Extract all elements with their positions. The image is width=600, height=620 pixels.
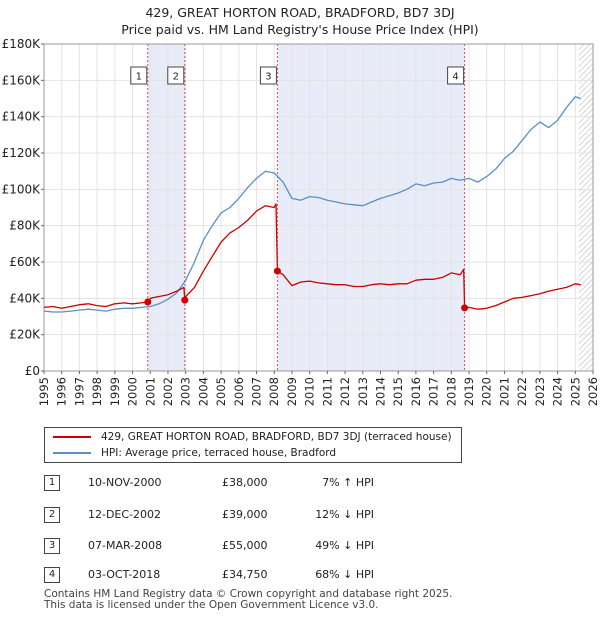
x-tick-label: 2009 [285,377,299,406]
transaction-number: 3 [44,538,60,554]
x-tick-label: 2016 [409,377,423,406]
x-tick-label: 2006 [232,377,246,406]
sale-label: 2 [173,72,179,83]
x-tick-label: 2014 [373,377,387,406]
series-line-hpi [43,96,581,313]
chart-legend: 429, GREAT HORTON ROAD, BRADFORD, BD7 3D… [44,427,462,463]
sale-label: 1 [136,72,142,83]
y-tick-label: £20K [9,328,41,342]
x-tick-label: 2020 [480,377,494,406]
x-tick-label: 2013 [356,377,370,406]
sale-label: 3 [265,72,271,83]
transaction-price: £55,000 [222,539,268,552]
x-tick-label: 2021 [497,377,511,406]
x-tick-label: 1998 [90,377,104,406]
plot-frame [43,43,594,372]
legend-label-hpi: HPI: Average price, terraced house, Brad… [101,447,337,459]
x-tick-label: 2019 [462,377,476,406]
chart-title: 429, GREAT HORTON ROAD, BRADFORD, BD7 3D… [145,5,455,20]
transaction-number: 4 [44,567,60,583]
transaction-number: 2 [44,507,60,523]
sale-label: 4 [452,72,458,83]
x-tick-label: 2023 [533,377,547,406]
x-tick-label: 2015 [391,377,405,406]
x-tick-label: 2012 [338,377,352,406]
sale-label-box [130,66,148,85]
x-tick-label: 2007 [250,377,264,406]
legend-swatch-hpi [53,452,91,454]
y-tick-label: £60K [9,255,41,269]
sale-label-box [167,66,185,85]
ownership-shade [147,44,185,371]
x-tick-label: 2002 [161,377,175,406]
chart-subtitle: Price paid vs. HM Land Registry's House … [121,22,479,37]
y-tick-label: £100K [2,182,42,196]
y-tick-label: £40K [9,291,41,305]
footer-licence: This data is licensed under the Open Gov… [44,599,379,611]
sale-point [181,296,189,304]
transaction-hpi: 12% ↓ HPI [315,508,374,521]
x-tick-label: 1997 [72,377,86,406]
transaction-date: 12-DEC-2002 [88,508,162,521]
x-tick-label: 2017 [427,377,441,406]
transaction-hpi: 7% ↑ HPI [322,476,374,489]
x-tick-label: 2000 [126,377,140,406]
x-tick-label: 2001 [143,377,157,406]
x-tick-label: 2008 [267,377,281,406]
transaction-number: 1 [44,475,60,491]
y-tick-label: £0 [25,364,40,378]
y-tick-label: £160K [2,73,42,87]
legend-label-property: 429, GREAT HORTON ROAD, BRADFORD, BD7 3D… [101,431,452,443]
ownership-shade [277,44,465,371]
y-tick-label: £80K [9,219,41,233]
x-tick-label: 1995 [37,377,51,406]
transaction-hpi: 68% ↓ HPI [315,568,374,581]
transaction-price: £38,000 [222,476,268,489]
transaction-price: £39,000 [222,508,268,521]
transaction-hpi: 49% ↓ HPI [315,539,374,552]
y-tick-label: £140K [2,110,42,124]
sale-point [461,304,469,312]
transaction-price: £34,750 [222,568,268,581]
sale-point [273,267,281,275]
x-tick-label: 2004 [196,377,210,406]
x-tick-label: 2022 [515,377,529,406]
sale-label-box [447,66,465,85]
sale-label-box [259,66,277,85]
transaction-date: 03-OCT-2018 [88,568,161,581]
y-tick-label: £180K [2,37,42,51]
x-tick-label: 2025 [568,377,582,406]
x-tick-label: 2010 [303,377,317,406]
transaction-date: 10-NOV-2000 [88,476,162,489]
legend-swatch-property [53,436,91,438]
forecast-hatch [578,44,593,371]
footer-attribution: Contains HM Land Registry data © Crown c… [44,589,452,611]
legend-item-hpi: HPI: Average price, terraced house, Brad… [53,445,336,461]
footer-copyright: Contains HM Land Registry data © Crown c… [44,588,453,600]
price-chart: £0 £20K £40K £60K £80K £100K £120K £140K £160K £1… [2,37,600,406]
legend-item-property: 429, GREAT HORTON ROAD, BRADFORD, BD7 3D… [53,429,452,445]
x-tick-label: 2003 [179,377,193,406]
series-line-property [43,203,581,310]
transaction-date: 07-MAR-2008 [88,539,163,552]
x-tick-label: 1999 [108,377,122,406]
y-tick-label: £120K [2,146,42,160]
x-tick-label: 2024 [551,377,565,406]
x-tick-label: 2018 [444,377,458,406]
x-tick-label: 2005 [214,377,228,406]
sale-point [144,298,152,306]
x-tick-label: 1996 [55,377,69,406]
x-tick-label: 2011 [320,377,334,406]
x-tick-label: 2026 [586,377,600,406]
